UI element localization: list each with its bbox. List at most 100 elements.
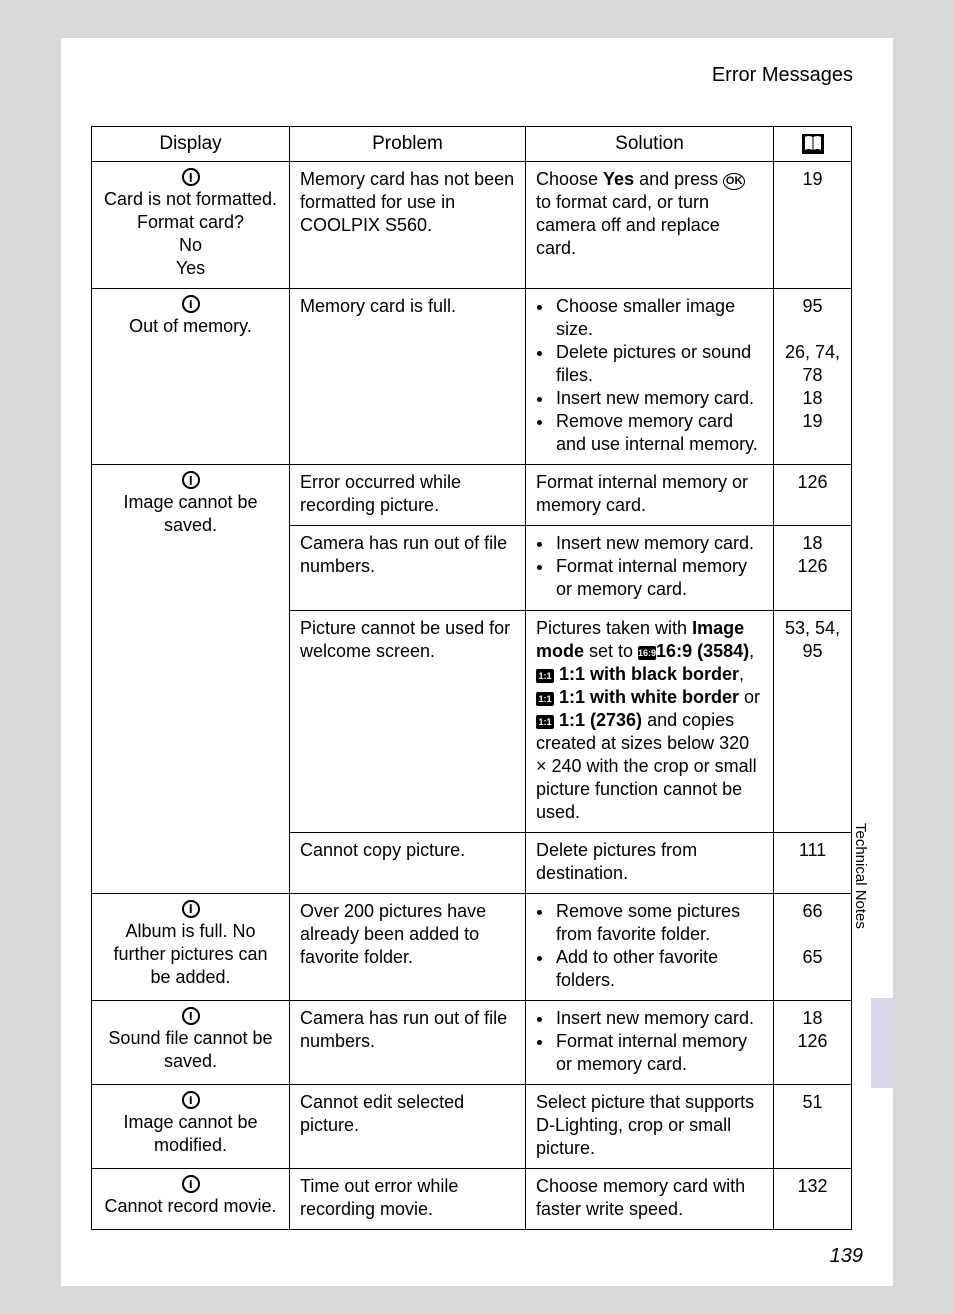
list-item: Remove some pictures from favorite folde…	[554, 900, 763, 946]
solution-list: Choose smaller image size. Delete pictur…	[536, 295, 763, 456]
cell-solution: Choose Yes and press OK to format card, …	[526, 162, 774, 289]
solution-bold: 1:1 (2736)	[554, 710, 642, 730]
table-header-row: Display Problem Solution	[92, 127, 852, 162]
solution-list: Remove some pictures from favorite folde…	[536, 900, 763, 992]
cell-display: Album is full. No further pictures can b…	[92, 893, 290, 1000]
manual-page: Error Messages Display Problem Solution	[61, 38, 893, 1286]
info-icon	[102, 295, 279, 313]
page-title: Error Messages	[712, 64, 853, 87]
cell-problem: Cannot copy picture.	[290, 832, 526, 893]
cell-solution: Remove some pictures from favorite folde…	[526, 893, 774, 1000]
solution-text: Choose	[536, 169, 603, 189]
ref-line: 126	[797, 1031, 827, 1051]
ratio-icon: 1:1	[536, 669, 554, 683]
table-row: Sound file cannot be saved. Camera has r…	[92, 1000, 852, 1084]
ref-line: 66	[802, 901, 822, 921]
error-table: Display Problem Solution	[91, 126, 852, 1230]
cell-solution: Delete pictures from destination.	[526, 832, 774, 893]
cell-solution: Format internal memory or memory card.	[526, 465, 774, 526]
cell-ref: 66 65	[774, 893, 852, 1000]
cell-problem: Memory card has not been formatted for u…	[290, 162, 526, 289]
ratio-icon: 1:1	[536, 692, 554, 706]
error-table-wrap: Display Problem Solution	[91, 126, 851, 1230]
display-line: Yes	[176, 258, 205, 278]
ok-icon: OK	[723, 173, 745, 190]
solution-bold: 16:9 (3584)	[656, 641, 749, 661]
cell-ref: 132	[774, 1169, 852, 1230]
list-item: Add to other favorite folders.	[554, 946, 763, 992]
table-row: Cannot record movie. Time out error whil…	[92, 1169, 852, 1230]
side-section-label: Technical Notes	[852, 823, 869, 929]
ratio-icon: 1:1	[536, 715, 554, 729]
display-line: Format card?	[137, 212, 244, 232]
solution-text: ,	[739, 664, 744, 684]
solution-text: to format card, or turn camera off and r…	[536, 192, 720, 258]
cell-solution: Choose smaller image size. Delete pictur…	[526, 289, 774, 465]
solution-text: or	[739, 687, 760, 707]
table-row: Album is full. No further pictures can b…	[92, 893, 852, 1000]
cell-solution: Insert new memory card. Format internal …	[526, 526, 774, 610]
cell-problem: Error occurred while recording picture.	[290, 465, 526, 526]
ref-line: 18	[802, 1008, 822, 1028]
list-item: Format internal memory or memory card.	[554, 1030, 763, 1076]
list-item: Remove memory card and use internal memo…	[554, 410, 763, 456]
cell-ref: 19	[774, 162, 852, 289]
list-item: Delete pictures or sound files.	[554, 341, 763, 387]
cell-ref: 18 126	[774, 1000, 852, 1084]
cell-ref: 111	[774, 832, 852, 893]
col-solution: Solution	[526, 127, 774, 162]
ref-line: 18	[802, 388, 822, 408]
list-item: Insert new memory card.	[554, 532, 763, 555]
page-number: 139	[830, 1245, 863, 1268]
cell-solution: Insert new memory card. Format internal …	[526, 1000, 774, 1084]
solution-bold: Yes	[603, 169, 634, 189]
table-row: Card is not formatted. Format card? No Y…	[92, 162, 852, 289]
solution-list: Insert new memory card. Format internal …	[536, 1007, 763, 1076]
cell-ref: 18 126	[774, 526, 852, 610]
cell-solution: Pictures taken with Image mode set to 16…	[526, 610, 774, 832]
ref-line: 95	[802, 296, 822, 316]
solution-bold: 1:1 with black border	[554, 664, 739, 684]
ref-line: 65	[802, 947, 822, 967]
solution-text: Pictures taken with	[536, 618, 692, 638]
solution-text: set to	[584, 641, 638, 661]
list-item: Insert new memory card.	[554, 1007, 763, 1030]
solution-text: ,	[749, 641, 754, 661]
col-display: Display	[92, 127, 290, 162]
table-row: Image cannot be saved. Error occurred wh…	[92, 465, 852, 526]
cell-problem: Memory card is full.	[290, 289, 526, 465]
solution-bold: 1:1 with white border	[554, 687, 739, 707]
ratio-icon: 16:9	[638, 646, 656, 660]
info-icon	[102, 1091, 279, 1109]
list-item: Format internal memory or memory card.	[554, 555, 763, 601]
cell-display: Image cannot be modified.	[92, 1085, 290, 1169]
cell-problem: Camera has run out of file numbers.	[290, 526, 526, 610]
table-row: Image cannot be modified. Cannot edit se…	[92, 1085, 852, 1169]
display-line: Cannot record movie.	[104, 1196, 276, 1216]
cell-problem: Camera has run out of file numbers.	[290, 1000, 526, 1084]
solution-text: and press	[634, 169, 723, 189]
display-line: Image cannot be modified.	[123, 1112, 257, 1155]
display-line: Out of memory.	[129, 316, 252, 336]
cell-problem: Over 200 pictures have already been adde…	[290, 893, 526, 1000]
display-line: Album is full. No further pictures can b…	[113, 921, 267, 987]
warning-icon	[102, 1007, 279, 1025]
cell-display: Card is not formatted. Format card? No Y…	[92, 162, 290, 289]
ref-line: 126	[797, 556, 827, 576]
ref-line: 26, 74, 78	[785, 342, 840, 385]
list-item: Insert new memory card.	[554, 387, 763, 410]
solution-list: Insert new memory card. Format internal …	[536, 532, 763, 601]
cell-ref: 53, 54, 95	[774, 610, 852, 832]
cell-solution: Choose memory card with faster write spe…	[526, 1169, 774, 1230]
display-line: No	[179, 235, 202, 255]
cell-display: Image cannot be saved.	[92, 465, 290, 894]
cell-problem: Picture cannot be used for welcome scree…	[290, 610, 526, 832]
info-icon	[102, 1175, 279, 1193]
cell-ref: 95 26, 74, 78 18 19	[774, 289, 852, 465]
display-line: Image cannot be saved.	[123, 492, 257, 535]
col-reference-icon	[774, 127, 852, 162]
cell-ref: 51	[774, 1085, 852, 1169]
cell-solution: Select picture that supports D-Lighting,…	[526, 1085, 774, 1169]
ref-line: 18	[802, 533, 822, 553]
display-line: Card is not formatted.	[104, 189, 277, 209]
